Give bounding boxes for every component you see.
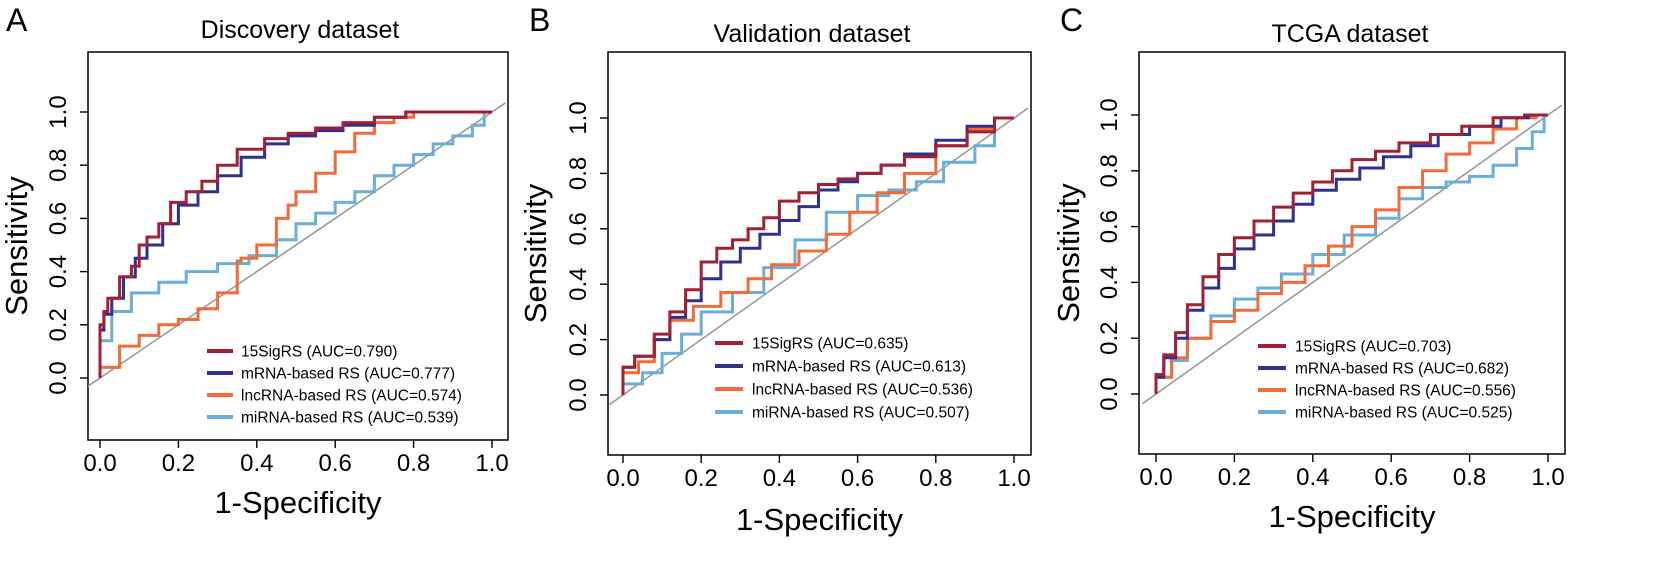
y-tick-label: 0.2 xyxy=(45,308,72,341)
x-tick-label: 0.2 xyxy=(162,450,195,477)
plot-frame xyxy=(87,51,509,441)
reference-diagonal xyxy=(608,107,1029,406)
series-15sigrs xyxy=(98,110,492,378)
chart-title: TCGA dataset xyxy=(1271,20,1428,48)
reference-diagonal xyxy=(1141,104,1563,405)
plot-frame xyxy=(607,51,1032,456)
y-tick-label: 0.8 xyxy=(565,157,592,190)
series-lncrna xyxy=(98,110,492,378)
y-tick-label: 0.6 xyxy=(45,202,72,235)
legend-label: 15SigRS (AUC=0.703) xyxy=(1295,339,1451,356)
y-tick-label: 0.8 xyxy=(45,149,72,182)
y-tick-label: 0.4 xyxy=(565,268,592,301)
y-tick-label: 0.4 xyxy=(45,255,72,288)
x-tick-label: 0.4 xyxy=(1296,464,1329,491)
panel-a: A Discovery dataset 0.0 0.2 0.4 0.6 0.8 1.0 0.0 0… xyxy=(0,2,509,520)
x-tick-label: 1.0 xyxy=(475,450,508,477)
x-axis-title: 1-Specificity xyxy=(214,485,382,520)
x-tick-label: 0.6 xyxy=(841,465,874,492)
legend-label: mRNA-based RS (AUC=0.682) xyxy=(1295,361,1509,378)
chart-title: Validation dataset xyxy=(714,20,911,48)
x-tick-label: 1.0 xyxy=(1531,464,1564,491)
x-tick-label: 0.4 xyxy=(763,465,796,492)
x-axis-title: 1-Specificity xyxy=(736,502,904,537)
chart-title: Discovery dataset xyxy=(201,16,400,44)
series-15sigrs xyxy=(621,116,1014,395)
y-tick-label: 0.6 xyxy=(565,212,592,245)
y-axis-title: Sensitivity xyxy=(1051,183,1086,323)
series-mirna xyxy=(98,110,492,378)
panel-letter: A xyxy=(6,2,28,38)
y-tick-label: 0.0 xyxy=(1096,377,1123,410)
x-tick-label: 0.4 xyxy=(240,450,273,477)
x-tick-label: 0.8 xyxy=(1453,464,1486,491)
legend-label: lncRNA-based RS (AUC=0.536) xyxy=(752,382,973,399)
legend-label: 15SigRS (AUC=0.635) xyxy=(752,336,908,353)
x-tick-label: 0.0 xyxy=(606,465,639,492)
series-lncrna xyxy=(1154,113,1548,394)
x-tick-label: 0.0 xyxy=(1139,464,1172,491)
y-tick-label: 0.8 xyxy=(1096,154,1123,187)
y-axis-title: Sensitivity xyxy=(518,183,553,323)
x-tick-label: 0.0 xyxy=(83,450,116,477)
y-tick-label: 0.0 xyxy=(45,361,72,394)
legend-label: mRNA-based RS (AUC=0.777) xyxy=(241,366,455,383)
panel-letter: C xyxy=(1060,2,1083,38)
series-mirna xyxy=(621,116,1014,395)
x-tick-label: 0.8 xyxy=(397,450,430,477)
plot-frame xyxy=(1138,51,1566,455)
panel-letter: B xyxy=(529,2,550,38)
y-tick-label: 0.6 xyxy=(1096,210,1123,243)
legend-label: lncRNA-based RS (AUC=0.556) xyxy=(1295,383,1516,400)
x-tick-label: 0.2 xyxy=(1218,464,1251,491)
x-tick-label: 0.8 xyxy=(919,465,952,492)
legend-label: miRNA-based RS (AUC=0.525) xyxy=(1295,405,1513,422)
y-tick-label: 1.0 xyxy=(1096,98,1123,131)
panel-b: B Validation dataset 0.0 0.2 0.4 0.6 0.8 1.0 0.0… xyxy=(518,2,1032,537)
y-tick-label: 0.4 xyxy=(1096,266,1123,299)
y-tick-label: 1.0 xyxy=(45,95,72,128)
legend-label: 15SigRS (AUC=0.790) xyxy=(241,344,397,361)
legend-label: mRNA-based RS (AUC=0.613) xyxy=(752,359,966,376)
y-axis-title: Sensitivity xyxy=(0,176,34,316)
x-tick-label: 1.0 xyxy=(997,465,1030,492)
legend-label: lncRNA-based RS (AUC=0.574) xyxy=(241,388,462,405)
y-tick-label: 0.0 xyxy=(565,378,592,411)
legend-label: miRNA-based RS (AUC=0.539) xyxy=(241,410,459,427)
x-axis-title: 1-Specificity xyxy=(1268,499,1436,534)
y-tick-label: 1.0 xyxy=(565,101,592,134)
panel-c: C TCGA dataset 0.0 0.2 0.4 0.6 0.8 1.0 0.0 0.2 0.4… xyxy=(1051,2,1566,534)
x-tick-label: 0.6 xyxy=(1375,464,1408,491)
y-tick-label: 0.2 xyxy=(1096,322,1123,355)
legend-label: miRNA-based RS (AUC=0.507) xyxy=(752,405,970,422)
series-mrna xyxy=(98,110,492,378)
x-tick-label: 0.6 xyxy=(319,450,352,477)
series-15sigrs xyxy=(1154,113,1548,394)
x-tick-label: 0.2 xyxy=(685,465,718,492)
y-tick-label: 0.2 xyxy=(565,323,592,356)
reference-diagonal xyxy=(88,102,507,388)
